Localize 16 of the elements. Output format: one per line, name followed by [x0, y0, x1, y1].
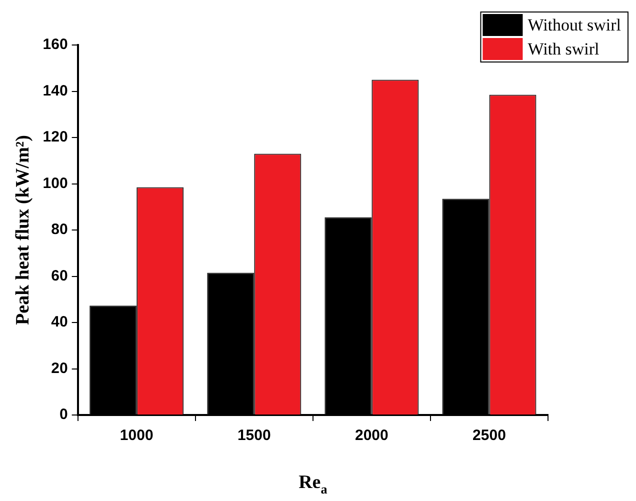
x-tick-label: 1500 — [237, 427, 271, 444]
y-tick-label: 20 — [51, 360, 68, 377]
y-tick-label: 60 — [51, 267, 68, 284]
y-tick-label: 0 — [59, 406, 68, 424]
y-tick-label: 160 — [42, 36, 68, 54]
y-tick-label: 40 — [51, 314, 68, 331]
x-tick-label: 2500 — [472, 427, 506, 444]
legend-label: With swirl — [528, 39, 600, 58]
x-tick-label: 2000 — [355, 427, 388, 444]
y-tick-label: 100 — [42, 174, 68, 192]
y-axis-title: Peak heat flux (kW/m²) — [12, 135, 34, 325]
y-tick-label: 80 — [51, 221, 68, 238]
legend-label: Without swirl — [528, 15, 622, 34]
x-tick-label: 1000 — [120, 427, 154, 444]
y-tick-label: 140 — [42, 82, 68, 100]
y-tick-label: 120 — [42, 128, 68, 146]
